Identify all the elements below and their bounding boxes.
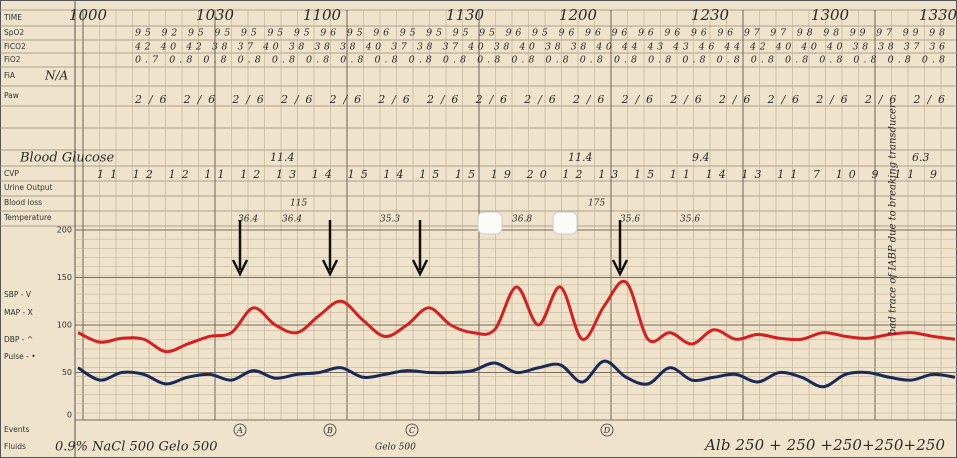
row-label: Blood loss	[4, 198, 42, 207]
row-label: Temperature	[3, 213, 52, 222]
row-label: Paw	[4, 91, 19, 100]
handwritten-value: 115	[290, 199, 307, 209]
row-label: FiO2	[4, 55, 21, 64]
handwritten-value: 9.4	[692, 151, 710, 164]
y-tick-label: 0	[67, 411, 72, 420]
row-label: Events	[4, 425, 29, 434]
row-label: FiA	[4, 71, 16, 80]
handwritten-value: 0.9% NaCl 500 Gelo 500	[55, 440, 217, 455]
row-label: Fluids	[4, 442, 26, 451]
handwritten-value: 0.7 0.8 0.8 0.8 0.8 0.8 0.8 0.8 0.8 0.8 …	[135, 55, 945, 66]
handwritten-value: 6.3	[912, 151, 930, 164]
handwritten-value: Gelo 500	[375, 443, 416, 453]
row-label: SpO2	[4, 28, 24, 37]
legend-label: SBP - V	[4, 290, 32, 299]
time-label: 1200	[559, 6, 598, 24]
row-label: FiCO2	[4, 42, 26, 51]
handwritten-value: 42 40 42 38 37 40 38 38 38 40 37 38 37 4…	[134, 42, 945, 53]
handwritten-value: 175	[588, 199, 605, 209]
time-label: 1330	[919, 6, 957, 24]
time-label: 1300	[811, 6, 850, 24]
time-label: 1230	[691, 6, 730, 24]
handwritten-value: 35.6	[620, 215, 640, 225]
handwritten-value: C	[409, 426, 415, 435]
handwritten-value: N/A	[44, 69, 69, 83]
handwritten-value: 11.4	[270, 151, 295, 164]
handwritten-value: B	[326, 426, 333, 435]
y-tick-label: 200	[57, 226, 72, 235]
legend-label: MAP - X	[4, 308, 33, 317]
handwritten-value: Alb 250 + 250 +250+250+250	[703, 436, 945, 454]
y-tick-label: 100	[57, 321, 72, 330]
handwritten-value: 36.8	[512, 215, 532, 225]
time-label: 1130	[446, 6, 485, 24]
handwritten-value: A	[236, 426, 243, 435]
handwritten-value: D	[603, 426, 611, 435]
time-label: 1000	[69, 6, 108, 24]
time-label: 1100	[303, 6, 342, 24]
handwritten-value: 11.4	[568, 151, 593, 164]
y-tick-label: 50	[62, 368, 72, 377]
time-label: 1030	[196, 6, 235, 24]
legend-label: DBP - ^	[4, 335, 33, 344]
handwritten-value: 35.3	[380, 215, 400, 225]
row-label: Urine Output	[4, 183, 53, 192]
anaesthetic-chart: 200 150 100 50 0 TIME SpO2 FiCO2 FiO2 FiA Paw 1000 1…	[0, 0, 957, 458]
y-tick-label: 150	[57, 273, 72, 282]
handwritten-value: 35.6	[680, 215, 700, 225]
tape	[478, 212, 502, 234]
legend-label: Pulse - •	[4, 352, 36, 361]
side-note: bad trace of IABP due to breaking transd…	[888, 102, 899, 335]
handwritten-value: 36.4	[282, 215, 302, 225]
row-label: TIME	[3, 13, 22, 22]
handwritten-value: Blood Glucose	[19, 151, 115, 166]
tape	[553, 212, 577, 234]
row-label: CVP	[4, 169, 19, 178]
